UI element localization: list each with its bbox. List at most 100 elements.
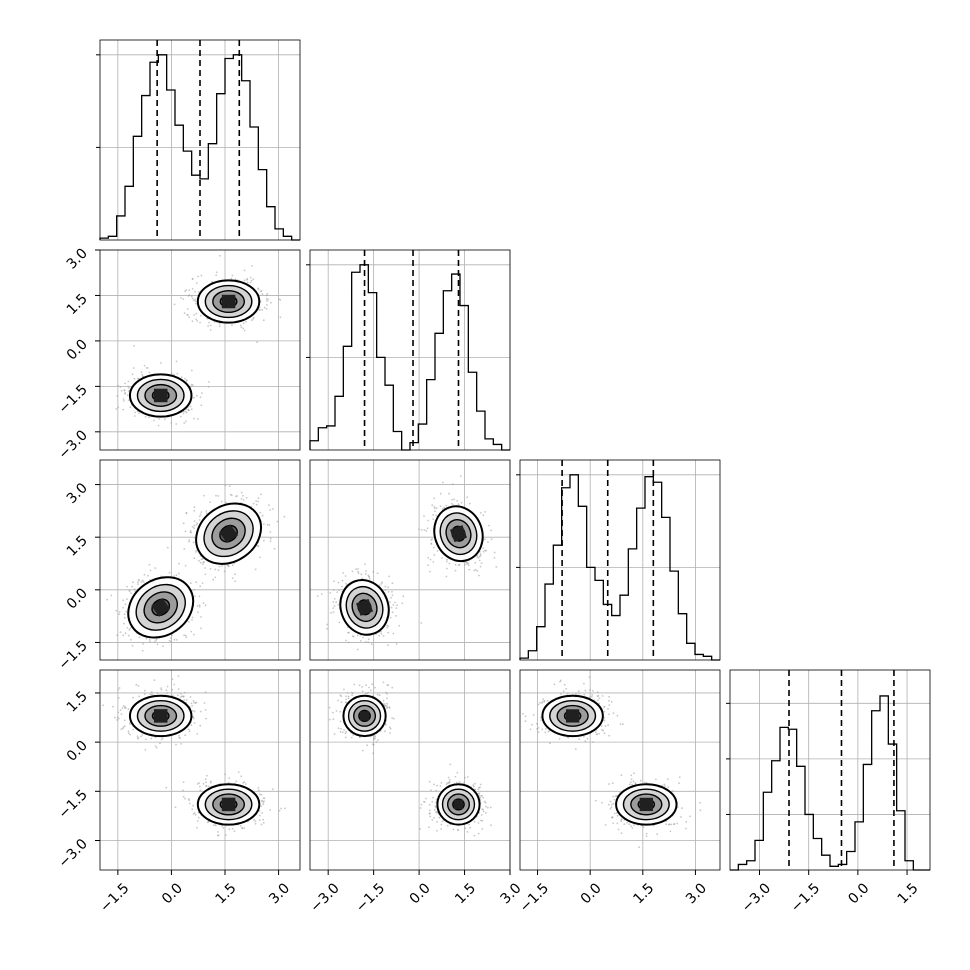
scatter-point [259, 511, 262, 514]
scatter-point [153, 679, 156, 682]
scatter-point [123, 613, 126, 616]
scatter-point [254, 820, 257, 823]
scatter-point [199, 724, 202, 727]
scatter-point [157, 424, 160, 427]
scatter-point [355, 568, 357, 570]
scatter-point [258, 814, 261, 817]
scatter-point [240, 491, 243, 494]
scatter-point [127, 380, 130, 383]
scatter-point [466, 563, 469, 565]
scatter-point [446, 567, 448, 570]
scatter-point [246, 281, 249, 284]
scatter-point [401, 602, 404, 605]
scatter-point [368, 686, 370, 689]
scatter-point [394, 601, 396, 604]
scatter-point [207, 385, 210, 388]
scatter-point [128, 589, 131, 591]
scatter-point [180, 743, 182, 745]
contour-group [196, 783, 261, 826]
scatter-point [194, 595, 196, 598]
scatter-point [190, 408, 193, 411]
scatter-point [190, 630, 193, 633]
scatter-point [441, 557, 443, 559]
scatter-point [129, 733, 131, 736]
scatter-point [180, 376, 183, 379]
scatter-point [145, 738, 147, 741]
scatter-point [204, 709, 207, 711]
scatter-point [345, 731, 348, 733]
scatter-point [490, 538, 493, 541]
contour-group [128, 694, 193, 738]
scatter-point [193, 710, 196, 713]
scatter-point [337, 604, 340, 606]
scatter-point [228, 777, 231, 780]
scatter-point [259, 793, 261, 795]
scatter-point [114, 716, 116, 719]
panel-content [102, 675, 286, 837]
scatter-point [217, 495, 220, 497]
scatter-point [252, 318, 255, 320]
scatter-point [395, 607, 398, 609]
scatter-point [367, 638, 370, 641]
density-core [449, 525, 467, 543]
scatter-point [364, 563, 366, 566]
scatter-point [182, 522, 185, 525]
scatter-point [396, 604, 398, 607]
scatter-point [253, 819, 256, 821]
scatter-point [347, 697, 350, 700]
scatter-point [190, 369, 193, 372]
scatter-point [386, 626, 388, 629]
scatter-point [132, 728, 135, 731]
scatter-point [122, 599, 125, 602]
scatter-point [420, 529, 423, 531]
scatter-point [433, 497, 435, 500]
scatter-point [116, 634, 119, 637]
scatter-point [428, 826, 430, 829]
scatter-point [178, 736, 181, 739]
scatter-point [382, 635, 385, 637]
scatter-point [135, 683, 138, 686]
scatter-point [128, 399, 130, 402]
scatter-point [194, 551, 197, 553]
scatter-point [357, 568, 359, 570]
scatter-point [192, 541, 195, 544]
scatter-point [90, 400, 92, 402]
scatter-point [333, 605, 336, 607]
scatter-point [197, 418, 199, 420]
scatter-point [377, 739, 379, 741]
scatter-point [124, 632, 127, 635]
scatter-point [365, 570, 367, 572]
scatter-point [195, 394, 198, 397]
scatter-point [433, 546, 435, 549]
scatter-point [258, 819, 261, 822]
scatter-point [185, 420, 187, 423]
scatter-point [118, 613, 121, 616]
scatter-point [380, 582, 383, 585]
scatter-point [188, 294, 191, 296]
scatter-point [477, 832, 480, 835]
scatter-point [176, 372, 179, 375]
scatter-point [193, 506, 196, 509]
scatter-point [201, 392, 203, 394]
scatter-point [217, 831, 219, 833]
panel-content [316, 475, 498, 651]
scatter-point [123, 389, 126, 392]
scatter-point [271, 788, 274, 791]
scatter-point [138, 412, 140, 414]
scatter-point [188, 799, 190, 802]
scatter-point [337, 727, 340, 730]
scatter-point [279, 298, 282, 301]
scatter-point [378, 694, 381, 697]
scatter-point [126, 627, 129, 629]
scatter-point [193, 633, 195, 636]
scatter-point [142, 580, 145, 583]
scatter-point [180, 693, 182, 695]
scatter-point [120, 728, 123, 731]
scatter-point [131, 585, 133, 588]
scatter-point [391, 594, 394, 597]
scatter-point [337, 581, 340, 584]
scatter-point [389, 601, 391, 604]
scatter-point [391, 590, 393, 593]
scatter-point [261, 293, 264, 296]
scatter-point [388, 706, 391, 709]
